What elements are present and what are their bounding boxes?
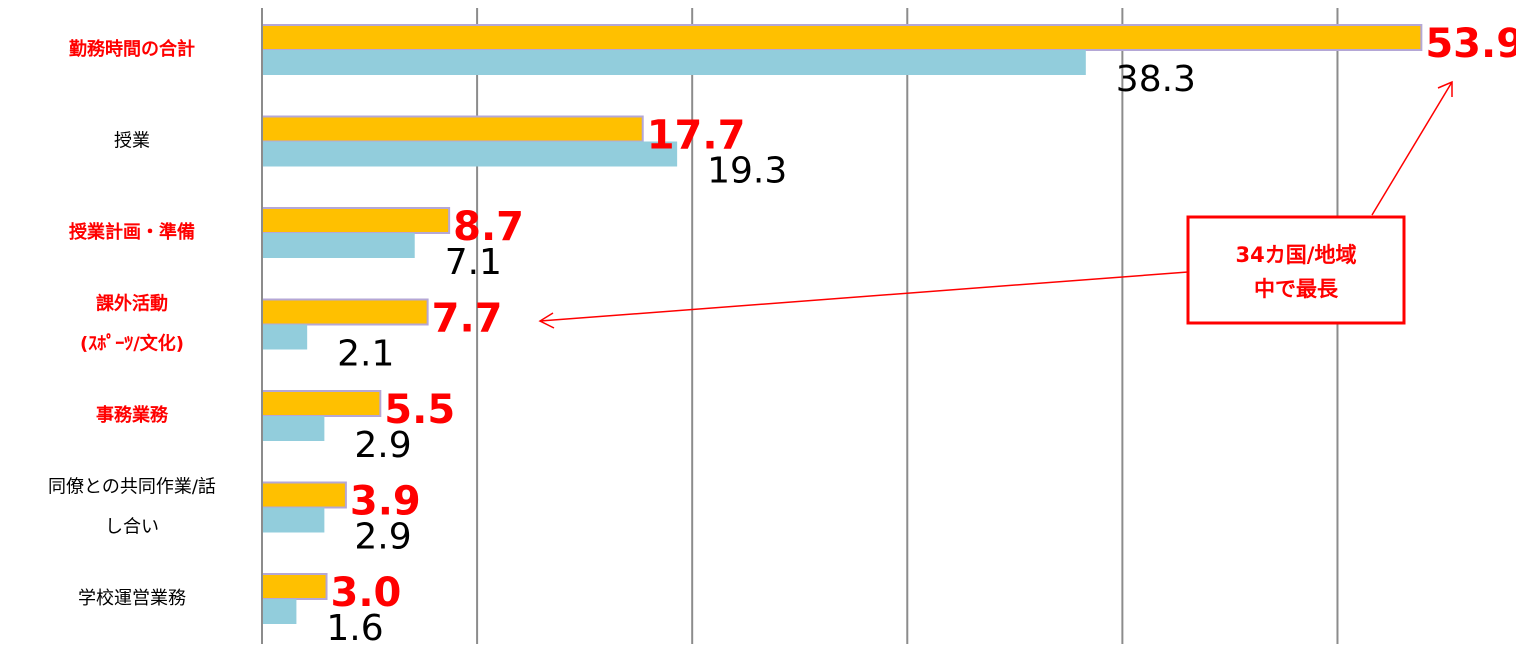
bar [261, 298, 429, 326]
y-tick-label: 勤務時間の合計 [69, 38, 195, 60]
annotation: 34カ国/地域 [1236, 243, 1357, 267]
annotation: 中で最長 [1254, 277, 1339, 301]
bar [262, 50, 1086, 75]
bar [262, 599, 297, 624]
bar [261, 24, 1423, 51]
bar [261, 481, 347, 509]
bar [261, 390, 382, 417]
bar [262, 324, 308, 350]
y-tick-label: 事務業務 [96, 404, 169, 426]
value-label: 19.3 [707, 151, 787, 192]
value-label: 38.3 [1116, 59, 1196, 100]
value-label: 7.1 [445, 242, 502, 283]
bar [261, 207, 451, 234]
value-label: 2.1 [337, 334, 394, 375]
bar [261, 115, 644, 143]
arrow [1371, 81, 1453, 216]
y-tick-label: 学校運営業務 [78, 588, 186, 609]
bar [262, 233, 415, 258]
bar [261, 573, 328, 600]
bar [262, 141, 678, 167]
bars [261, 24, 1423, 624]
y-tick-label: 課外活動 [96, 293, 168, 315]
value-label: 2.9 [354, 517, 411, 558]
grid [261, 8, 1339, 644]
arrow-head [1437, 80, 1453, 97]
value-label: 3.9 [350, 479, 421, 525]
value-label: 2.9 [354, 425, 411, 466]
bar [262, 507, 325, 533]
y-tick-label: 授業計画・準備 [69, 221, 195, 243]
value-label: 8.7 [453, 204, 524, 250]
y-tick-label: し合い [105, 517, 159, 538]
value-label: 7.7 [432, 296, 503, 342]
arrow [539, 271, 1189, 322]
bar [262, 416, 325, 441]
arrow-head [538, 312, 555, 329]
y-tick-label: (ｽﾎﾟｰﾂ/文化) [80, 333, 184, 355]
value-label: 3.0 [331, 570, 402, 616]
y-tick-label: 授業 [114, 131, 150, 152]
value-label: 17.7 [647, 113, 746, 159]
annotation-box [1186, 215, 1406, 325]
value-label: 5.5 [384, 387, 455, 433]
y-tick-label: 同僚との共同作業/話 [48, 477, 216, 498]
value-label: 1.6 [326, 608, 383, 644]
value-label: 53.9 [1425, 21, 1516, 67]
